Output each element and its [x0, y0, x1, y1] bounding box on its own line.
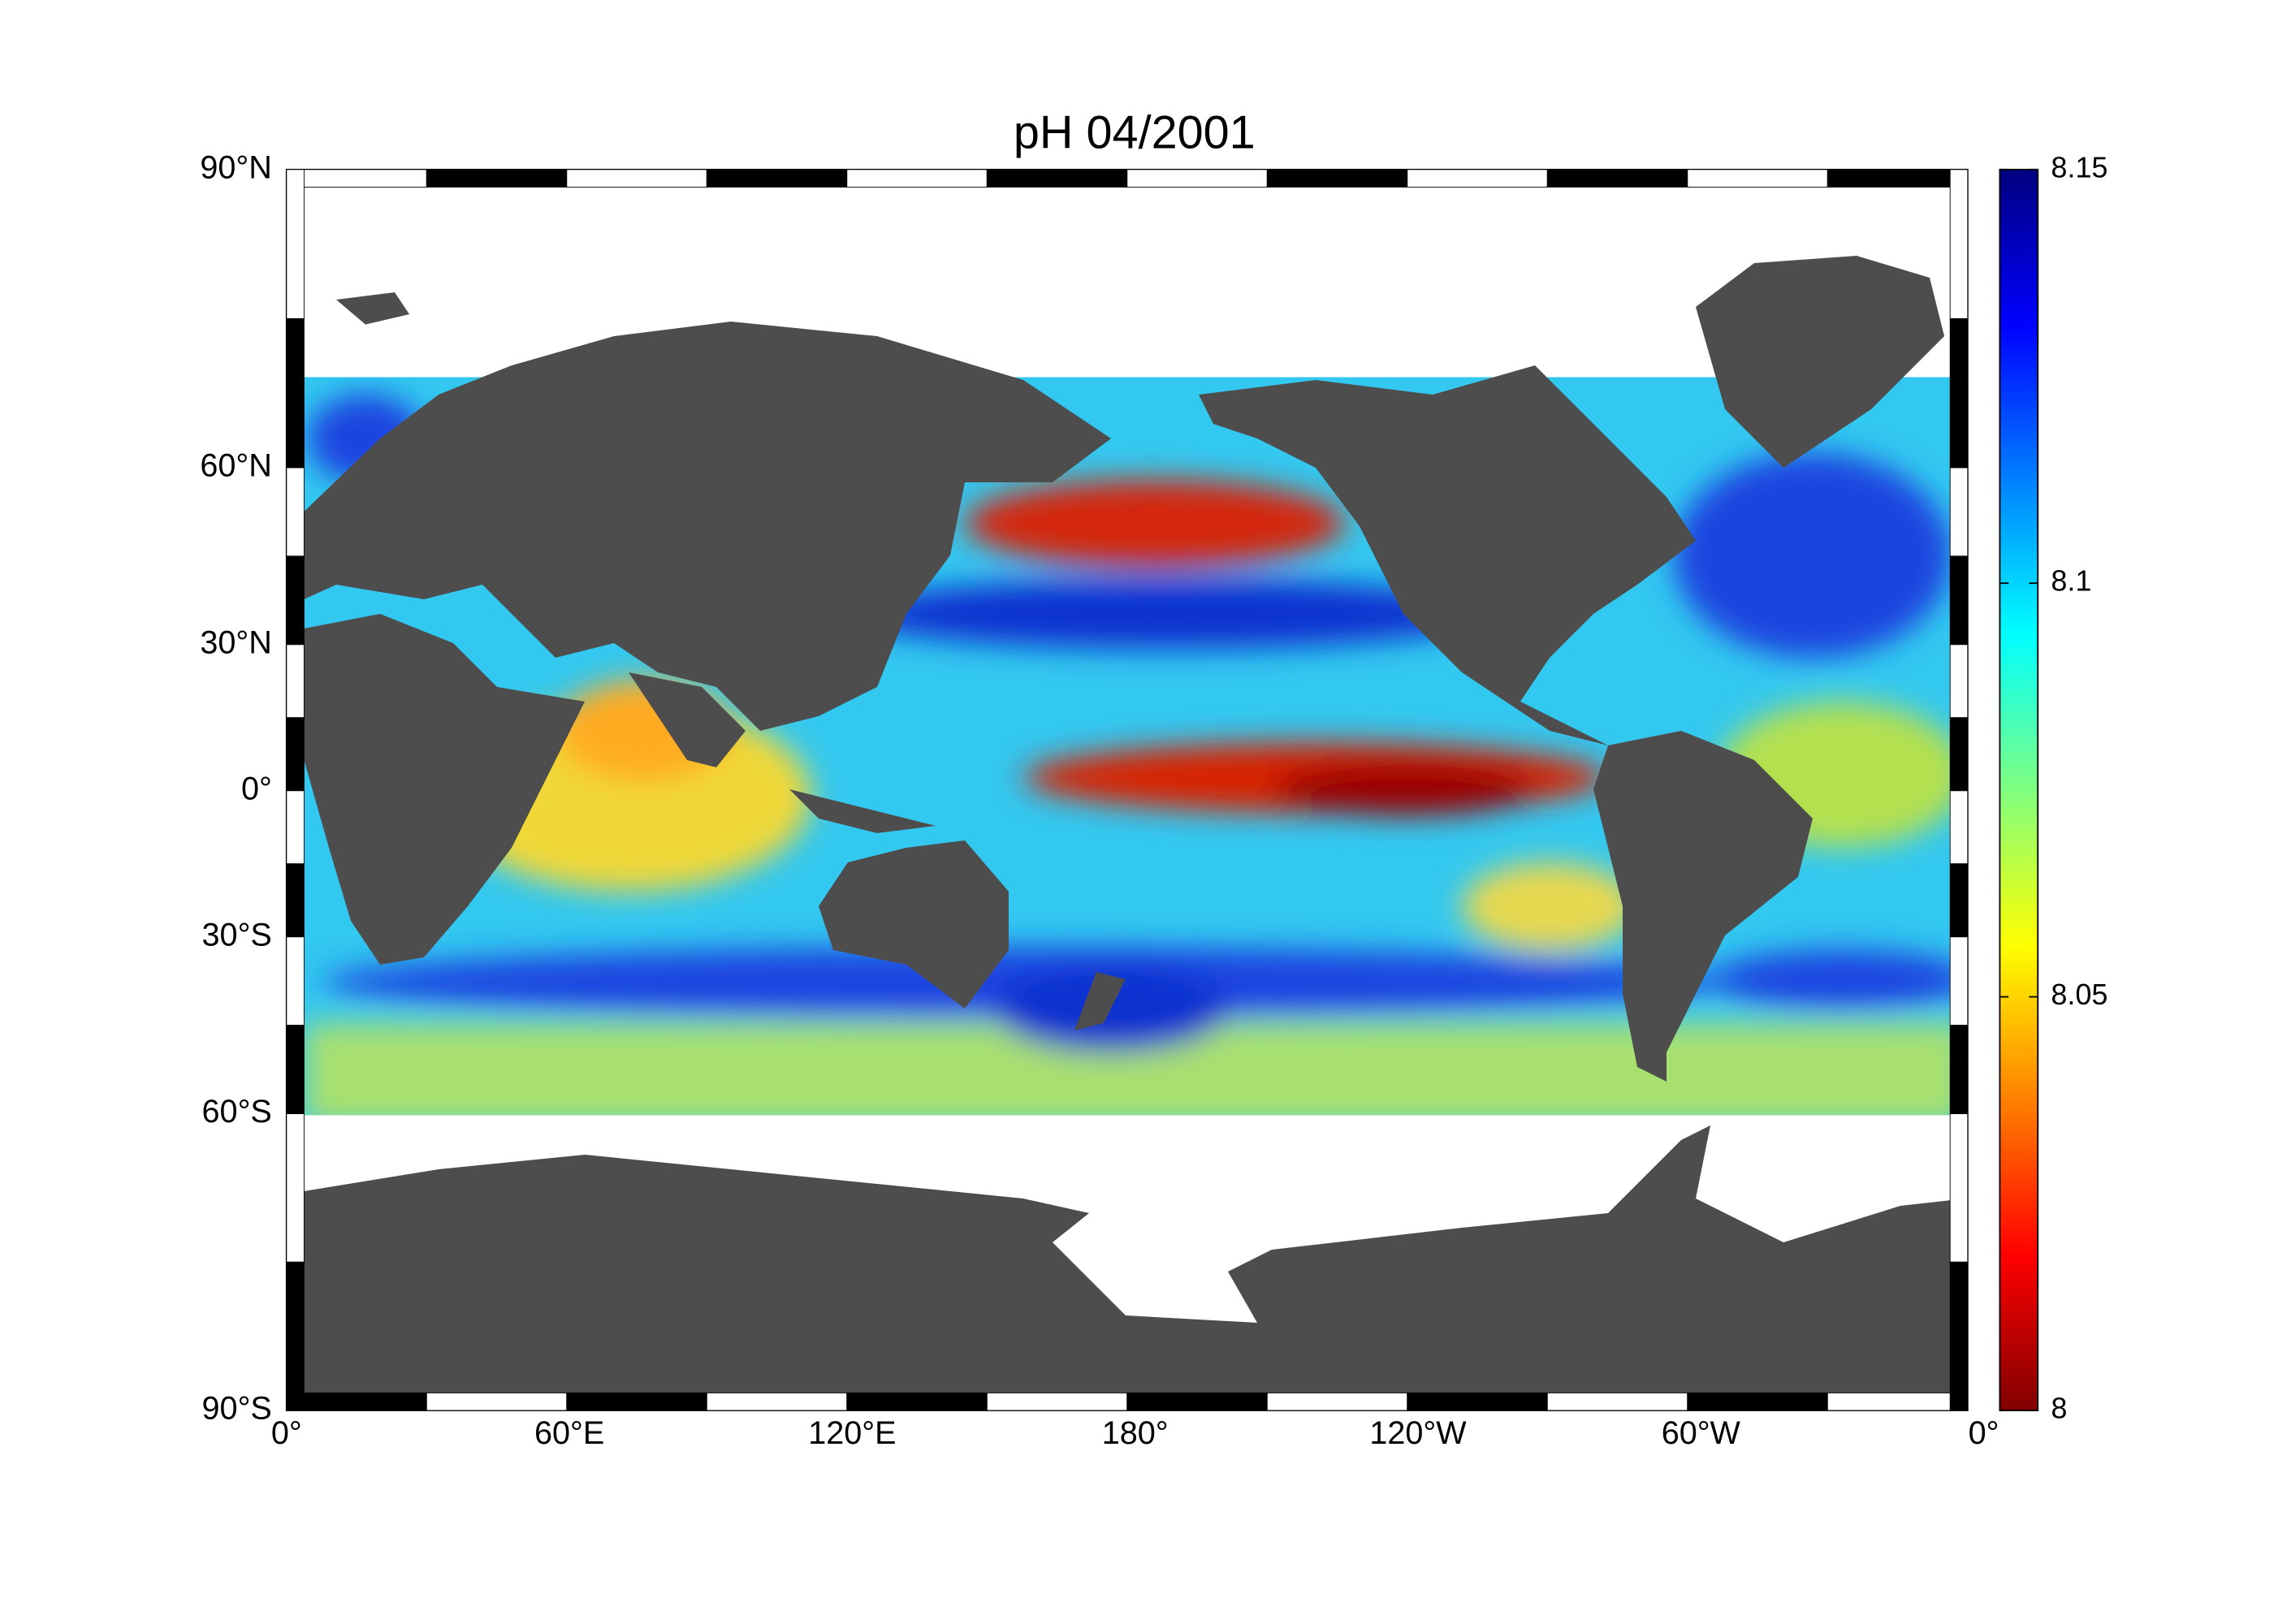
colorbar	[1999, 168, 2039, 1411]
lat-label: 60°S	[202, 1094, 272, 1129]
frame-band	[1126, 169, 1268, 188]
frame-band	[286, 169, 427, 188]
frame-band	[426, 1392, 568, 1411]
frame-band	[706, 1392, 848, 1411]
frame-band	[286, 1025, 305, 1115]
frame-band	[286, 1392, 427, 1411]
lat-label: 90°S	[202, 1390, 272, 1426]
lon-label: 0°	[1969, 1415, 1999, 1451]
frame-band	[1949, 936, 1969, 1026]
frame-band	[1949, 790, 1969, 865]
frame-band	[1407, 1392, 1548, 1411]
frame-band	[1266, 169, 1408, 188]
frame-band	[1687, 169, 1828, 188]
frame-band	[426, 169, 568, 188]
frame-band	[286, 1261, 305, 1411]
colorbar-tick-label: 8.05	[2051, 978, 2108, 1011]
frame-band	[566, 1392, 707, 1411]
frame-band	[1949, 644, 1969, 719]
lon-label: 120°E	[808, 1415, 896, 1451]
frame-band	[1827, 1392, 1969, 1411]
lat-label: 30°S	[202, 917, 272, 952]
frame-band	[986, 169, 1128, 188]
frame-band	[1949, 1025, 1969, 1115]
frame-band	[846, 1392, 988, 1411]
frame-band	[286, 936, 305, 1026]
frame-band	[1949, 317, 1969, 469]
lon-label: 0°	[271, 1415, 302, 1451]
frame-band	[286, 863, 305, 938]
frame-band	[566, 169, 707, 188]
map-group: pH 04/2001	[200, 107, 2108, 1451]
frame-band	[286, 467, 305, 557]
frame-band	[286, 1113, 305, 1263]
colorbar-tick-label: 8	[2051, 1392, 2067, 1425]
frame-bands	[286, 169, 1969, 1411]
frame-band	[1949, 467, 1969, 557]
lat-label: 30°N	[200, 624, 271, 660]
frame-band	[286, 644, 305, 719]
map-title: pH 04/2001	[1014, 107, 1256, 159]
frame-band	[286, 169, 305, 319]
lat-label: 90°N	[200, 149, 271, 185]
frame-band	[706, 169, 848, 188]
frame-band	[1949, 555, 1969, 646]
frame-band	[1126, 1392, 1268, 1411]
lon-label: 120°W	[1369, 1415, 1467, 1451]
frame-band	[1949, 1113, 1969, 1263]
frame-band	[286, 555, 305, 646]
frame-band	[286, 790, 305, 865]
lat-label: 0°	[241, 771, 272, 806]
frame-band	[1687, 1392, 1828, 1411]
frame-band	[1949, 717, 1969, 792]
frame-band	[286, 317, 305, 469]
frame-band	[1266, 1392, 1408, 1411]
frame-band	[1546, 1392, 1688, 1411]
frame-band	[846, 169, 988, 188]
colorbar-tick-label: 8.15	[2051, 150, 2108, 184]
colorbar-tick-label: 8.1	[2051, 564, 2091, 598]
frame-band	[1407, 169, 1548, 188]
frame-band	[286, 717, 305, 792]
lon-label: 180°	[1102, 1415, 1169, 1451]
frame-band	[1949, 169, 1969, 319]
lat-label: 60°N	[200, 447, 271, 483]
frame-band	[1827, 169, 1969, 188]
frame-band	[1949, 863, 1969, 938]
land	[304, 256, 1966, 1393]
lon-label: 60°E	[534, 1415, 604, 1451]
frame-band	[1949, 1261, 1969, 1411]
frame-band	[986, 1392, 1128, 1411]
lon-label: 60°W	[1662, 1415, 1741, 1451]
frame-band	[1546, 169, 1688, 188]
